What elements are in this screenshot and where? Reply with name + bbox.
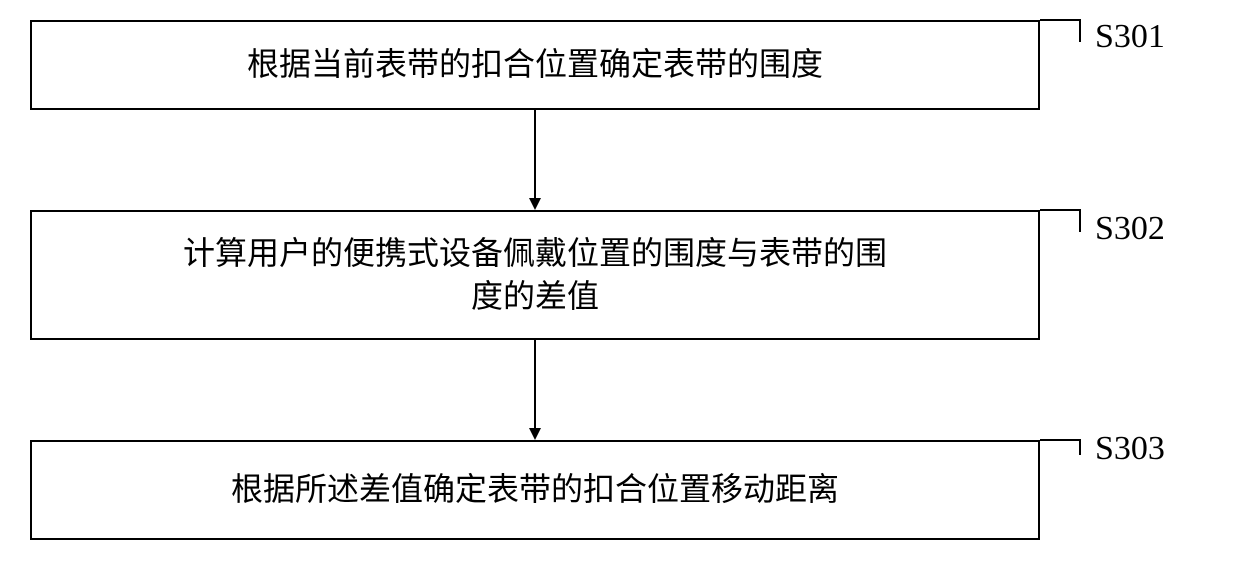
flow-step-n2: 计算用户的便携式设备佩戴位置的围度与表带的围 度的差值 [30, 210, 1040, 340]
step-label-S302: S302 [1095, 210, 1165, 248]
step-label-S303: S303 [1095, 430, 1165, 468]
step-leader-line [1040, 20, 1080, 42]
flow-step-n1: 根据当前表带的扣合位置确定表带的围度 [30, 20, 1040, 110]
flow-step-text: 根据所述差值确定表带的扣合位置移动距离 [231, 468, 839, 511]
flow-step-text: 计算用户的便携式设备佩戴位置的围度与表带的围 度的差值 [183, 232, 887, 318]
flow-step-text: 根据当前表带的扣合位置确定表带的围度 [247, 43, 823, 86]
step-label-S301: S301 [1095, 18, 1165, 56]
flow-step-n3: 根据所述差值确定表带的扣合位置移动距离 [30, 440, 1040, 540]
flowchart-canvas: 根据当前表带的扣合位置确定表带的围度 S301 计算用户的便携式设备佩戴位置的围度与… [0, 0, 1240, 587]
step-leader-line [1040, 210, 1080, 232]
step-leader-line [1040, 440, 1080, 455]
